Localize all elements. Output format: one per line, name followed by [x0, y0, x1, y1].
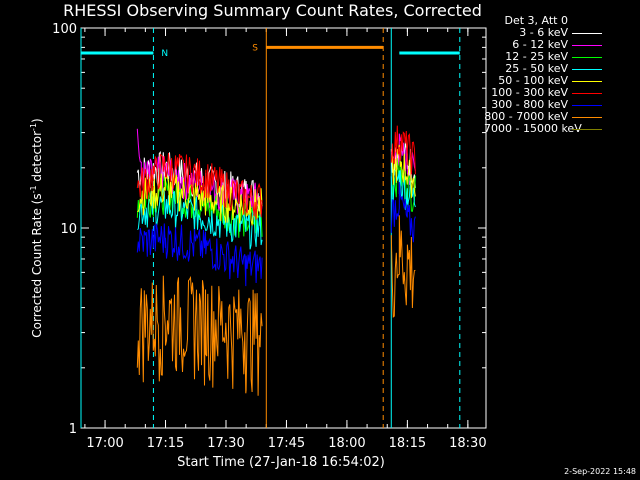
y-tick-label: 100 [52, 22, 77, 37]
legend: Det 3, Att 0 3 - 6 keV 6 - 12 keV 12 - 25 … [484, 14, 602, 135]
y-tick-label: 1 [69, 422, 77, 437]
legend-swatch [572, 105, 602, 106]
legend-item: 25 - 50 keV [484, 63, 602, 75]
legend-swatch [572, 129, 602, 130]
legend-item: 7000 - 15000 keV [484, 123, 602, 135]
legend-swatch [572, 33, 602, 34]
legend-swatch [572, 57, 602, 58]
series-line [391, 144, 416, 199]
series-line [136, 175, 263, 238]
plot-frame [80, 27, 487, 429]
series-line [136, 128, 263, 215]
x-tick-label: 17:30 [207, 436, 244, 451]
series-line [390, 125, 416, 175]
legend-label: 6 - 12 keV [512, 38, 568, 51]
legend-item: 100 - 300 keV [484, 87, 602, 99]
legend-label: 3 - 6 keV [519, 26, 568, 39]
legend-item: 6 - 12 keV [484, 39, 602, 51]
series-line [137, 187, 263, 250]
series-line [390, 181, 416, 243]
series-line [136, 223, 263, 287]
x-tick-label: 18:00 [328, 436, 365, 451]
x-tick-label: 18:30 [449, 436, 486, 451]
legend-header: Det 3, Att 0 [504, 14, 569, 27]
legend-label: 25 - 50 keV [505, 62, 568, 75]
legend-label: 300 - 800 keV [491, 98, 568, 111]
legend-swatch [572, 93, 602, 94]
state-bar-label: N [161, 49, 168, 59]
x-axis-label: Start Time (27-Jan-18 16:54:02) [177, 455, 385, 470]
legend-item: 3 - 6 keV [484, 27, 602, 39]
legend-item: 800 - 7000 keV [484, 111, 602, 123]
legend-item: 12 - 25 keV [484, 51, 602, 63]
legend-label: 100 - 300 keV [491, 86, 568, 99]
series-line [390, 215, 416, 318]
y-tick-label: 10 [60, 222, 77, 237]
x-tick-label: 17:15 [147, 436, 184, 451]
legend-label: 12 - 25 keV [505, 50, 568, 63]
series-line [136, 152, 263, 220]
legend-swatch [572, 81, 602, 82]
series-line [136, 275, 263, 396]
chart-title: RHESSI Observing Summary Count Rates, Co… [63, 1, 482, 20]
x-tick-label: 17:00 [86, 436, 123, 451]
state-bar-label: S [252, 43, 258, 53]
legend-swatch [572, 69, 602, 70]
legend-item: 50 - 100 keV [484, 75, 602, 87]
legend-label: 7000 - 15000 keV [484, 122, 582, 135]
legend-swatch [572, 117, 602, 118]
timestamp: 2-Sep-2022 15:48 [564, 467, 636, 476]
legend-label: 800 - 7000 keV [484, 110, 568, 123]
x-tick-label: 18:15 [389, 436, 426, 451]
legend-item: 300 - 800 keV [484, 99, 602, 111]
legend-label: 50 - 100 keV [498, 74, 568, 87]
x-tick-label: 17:45 [268, 436, 305, 451]
y-axis-label: Corrected Count Rate (s-1 detector-1) [29, 118, 44, 338]
legend-swatch [572, 45, 602, 46]
